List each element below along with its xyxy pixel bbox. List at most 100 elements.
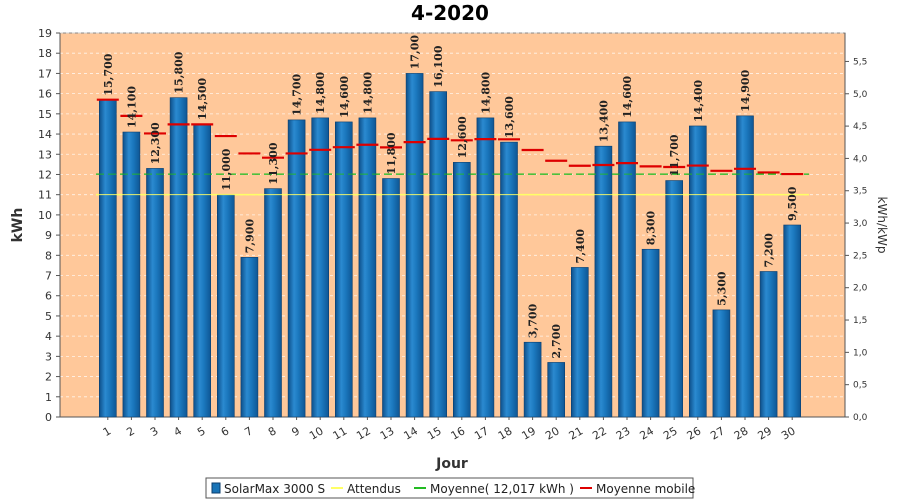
data-label: 12,300 xyxy=(149,122,162,164)
y-tick-label: 12 xyxy=(38,168,52,181)
bar xyxy=(99,99,117,418)
x-tick-label: 8 xyxy=(266,424,279,439)
data-label: 14,100 xyxy=(125,86,138,128)
bar xyxy=(476,117,495,418)
bar xyxy=(429,91,448,418)
y2-tick-label: 3,5 xyxy=(853,187,867,197)
y-tick-label: 9 xyxy=(45,229,52,242)
bar xyxy=(240,257,259,418)
x-tick-label: 13 xyxy=(378,424,397,442)
y-tick-label: 8 xyxy=(45,249,52,262)
x-tick-label: 7 xyxy=(242,424,255,439)
x-tick-label: 17 xyxy=(472,424,491,442)
data-label: 11,000 xyxy=(220,148,233,190)
legend-label: Moyenne( 12,017 kWh ) xyxy=(430,482,574,496)
data-label: 16,100 xyxy=(432,45,445,87)
y2-tick-label: 1,0 xyxy=(853,348,868,358)
bar xyxy=(736,115,754,418)
x-tick-label: 9 xyxy=(290,424,303,439)
bar xyxy=(570,267,589,418)
data-label: 7,200 xyxy=(763,233,776,268)
y-tick-label: 15 xyxy=(38,108,52,121)
data-label: 14,900 xyxy=(739,69,752,111)
data-label: 11,800 xyxy=(385,132,398,174)
bar xyxy=(547,362,566,418)
chart-title: 4-2020 xyxy=(411,1,489,25)
y-tick-label: 16 xyxy=(38,88,52,101)
x-tick-label: 24 xyxy=(637,424,656,442)
data-label: 13,600 xyxy=(503,96,516,138)
x-tick-label: 25 xyxy=(661,424,680,442)
data-label: 14,700 xyxy=(291,73,304,115)
y-tick-label: 6 xyxy=(45,290,52,303)
y2-tick-label: 4,5 xyxy=(853,122,867,132)
bar xyxy=(382,178,400,418)
y2-axis-title: kWh/kWp xyxy=(875,197,889,254)
data-label: 11,300 xyxy=(267,142,280,184)
plot-area: 0123456789101112131415161718190,00,51,01… xyxy=(38,27,868,443)
bar xyxy=(217,194,235,418)
bar xyxy=(523,341,542,418)
y-tick-label: 5 xyxy=(45,310,52,323)
y2-tick-label: 5,0 xyxy=(853,90,868,100)
data-label: 12,600 xyxy=(456,116,469,158)
x-tick-label: 14 xyxy=(401,424,420,442)
bar xyxy=(358,117,377,418)
x-tick-label: 11 xyxy=(331,424,350,442)
data-label: 14,400 xyxy=(692,80,705,122)
y2-tick-label: 0,5 xyxy=(853,381,867,391)
x-tick-label: 12 xyxy=(354,424,373,442)
y-tick-label: 19 xyxy=(38,27,52,40)
x-tick-label: 29 xyxy=(755,424,774,442)
data-label: 3,700 xyxy=(527,303,540,338)
x-tick-label: 27 xyxy=(708,424,727,442)
data-label: 13,400 xyxy=(597,100,610,142)
x-tick-label: 3 xyxy=(148,424,161,439)
data-label: 5,300 xyxy=(715,271,728,306)
y2-tick-label: 4,0 xyxy=(853,154,868,164)
x-tick-label: 2 xyxy=(124,424,137,439)
y-tick-label: 14 xyxy=(38,128,52,141)
y-tick-label: 7 xyxy=(45,270,52,283)
x-tick-label: 19 xyxy=(519,424,538,442)
x-tick-label: 21 xyxy=(567,424,586,442)
y-tick-label: 2 xyxy=(45,371,52,384)
x-tick-label: 20 xyxy=(543,424,562,442)
data-label: 15,800 xyxy=(173,51,186,93)
bar xyxy=(783,224,802,418)
data-label: 14,800 xyxy=(361,71,374,113)
bar xyxy=(146,168,164,418)
data-label: 2,700 xyxy=(550,324,563,359)
x-axis-title: Jour xyxy=(435,456,468,472)
legend-swatch-bar xyxy=(211,482,221,494)
bar xyxy=(193,123,211,418)
y-tick-label: 4 xyxy=(45,330,52,343)
x-tick-label: 6 xyxy=(219,424,232,439)
legend-label: Moyenne mobile xyxy=(596,482,695,496)
bar xyxy=(287,119,306,418)
x-tick-label: 18 xyxy=(496,424,515,442)
bar xyxy=(665,180,684,418)
x-tick-label: 22 xyxy=(590,424,609,442)
legend-label: Attendus xyxy=(347,482,401,496)
bar xyxy=(452,162,471,418)
x-tick-label: 5 xyxy=(195,424,208,439)
data-label: 14,800 xyxy=(314,71,327,113)
y-tick-label: 1 xyxy=(45,391,52,404)
y2-tick-label: 5,5 xyxy=(853,57,867,67)
y2-tick-label: 0,0 xyxy=(853,413,868,423)
y2-tick-label: 2,5 xyxy=(853,251,867,261)
y-tick-label: 0 xyxy=(45,411,52,424)
data-label: 7,900 xyxy=(243,219,256,254)
x-tick-label: 15 xyxy=(425,424,444,442)
x-tick-label: 4 xyxy=(172,424,185,439)
bar xyxy=(169,97,188,418)
data-label: 8,300 xyxy=(645,210,658,245)
data-label: 7,400 xyxy=(574,229,587,264)
data-label: 14,600 xyxy=(621,75,634,117)
bar xyxy=(334,121,353,418)
x-tick-label: 28 xyxy=(732,424,751,442)
bar xyxy=(712,309,731,418)
bar xyxy=(618,121,636,418)
